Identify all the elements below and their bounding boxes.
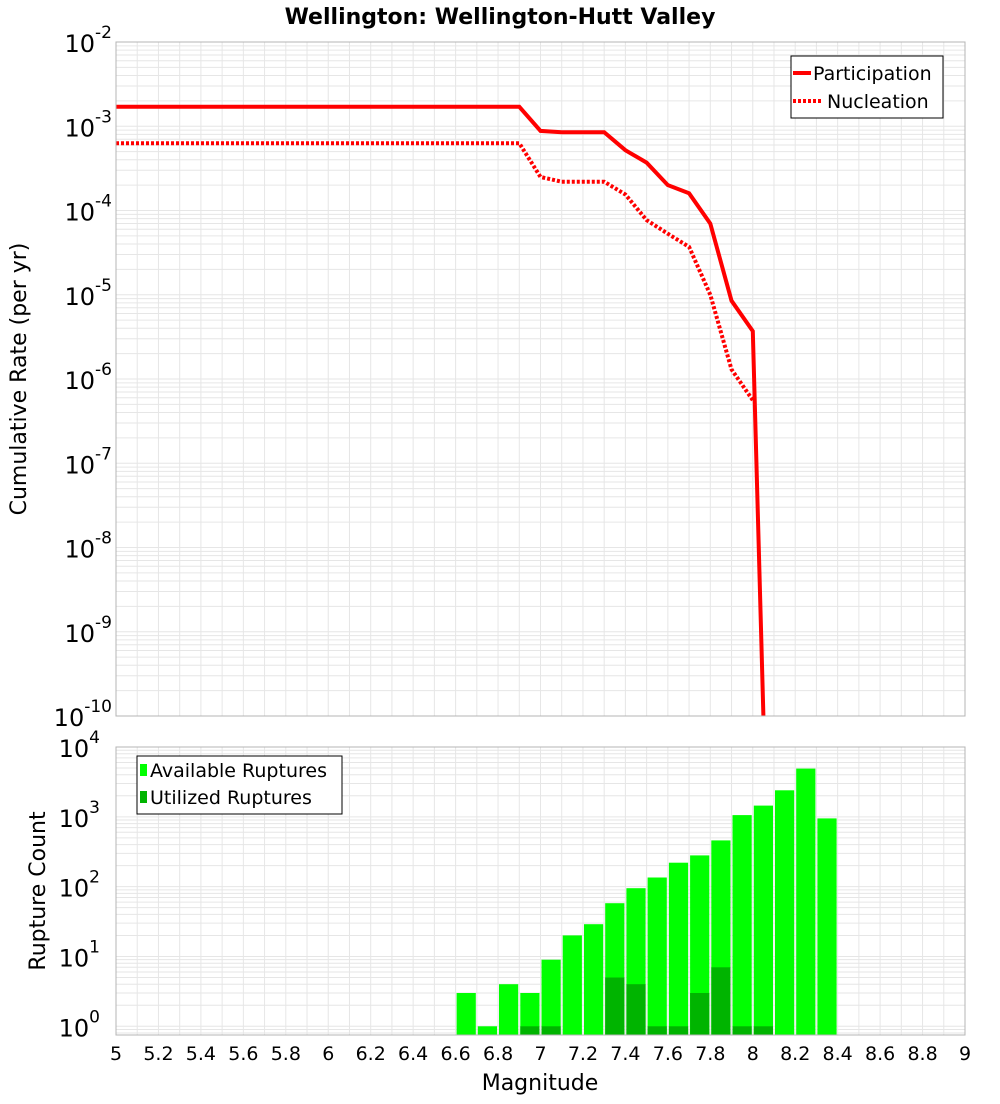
legend-available-swatch xyxy=(140,764,147,776)
utilized-rupture-bar xyxy=(732,1026,752,1035)
utilized-rupture-bar xyxy=(605,977,625,1035)
rupture-plot-y-tick-labels: 104 103 102 101 100 xyxy=(59,728,100,1042)
utilized-rupture-bar xyxy=(647,1026,667,1035)
utilized-rupture-bar xyxy=(520,1026,540,1035)
y-tick-label: 102 xyxy=(59,868,100,903)
legend-participation-label: Participation xyxy=(813,63,932,85)
utilized-rupture-bar xyxy=(711,967,731,1035)
x-tick-label: 5.8 xyxy=(271,1043,301,1065)
y-tick-label: 10-6 xyxy=(65,360,113,395)
rupture-plot-legend: Available Ruptures Utilized Ruptures xyxy=(136,755,343,815)
utilized-rupture-bar xyxy=(541,1026,561,1035)
rate-plot-legend: Participation Nucleation xyxy=(790,55,944,119)
x-tick-label: 8.4 xyxy=(823,1043,853,1065)
legend-utilized-swatch xyxy=(140,791,147,803)
available-rupture-bar xyxy=(732,815,752,1035)
available-rupture-bar xyxy=(541,959,561,1035)
rate-plot-frame xyxy=(115,41,966,717)
x-tick-label: 5.6 xyxy=(228,1043,258,1065)
x-tick-label: 7.4 xyxy=(610,1043,640,1065)
x-tick-label: 5 xyxy=(110,1043,122,1065)
y-tick-label: 104 xyxy=(59,728,100,763)
utilized-rupture-bar xyxy=(753,1026,773,1035)
series-line-nucleation xyxy=(116,141,755,402)
available-rupture-bar xyxy=(647,877,667,1035)
available-rupture-bar xyxy=(668,862,689,1035)
rupture-plot-bars xyxy=(456,768,837,1035)
rupture-legend-box xyxy=(136,755,343,815)
rupture-count-panel: 104 103 102 101 100 5 5.2 5.4 5.6 5.8 6 6.2 6.4 6.6 6… xyxy=(26,728,971,1096)
available-rupture-bar xyxy=(753,805,773,1035)
legend-nucleation-label: Nucleation xyxy=(827,91,929,113)
y-tick-label: 10-5 xyxy=(65,276,113,311)
x-tick-label: 5.2 xyxy=(143,1043,173,1065)
x-tick-label: 6.4 xyxy=(398,1043,428,1065)
x-tick-label: 8.8 xyxy=(907,1043,937,1065)
available-rupture-bar xyxy=(584,924,604,1035)
rupture-plot-frame xyxy=(115,746,966,1036)
available-rupture-bar xyxy=(477,1026,497,1035)
x-tick-label: 6.2 xyxy=(356,1043,386,1065)
rate-plot-y-tick-labels: 10-2 10-3 10-4 10-5 10-6 10-7 10-8 10-9 10-10 xyxy=(54,23,112,732)
x-tick-label: 8.2 xyxy=(780,1043,810,1065)
utilized-rupture-bar xyxy=(690,993,710,1035)
series-line-participation xyxy=(116,104,766,717)
rupture-plot-y-axis-label: Rupture Count xyxy=(26,811,51,971)
x-tick-label: 8.6 xyxy=(865,1043,895,1065)
utilized-rupture-bar xyxy=(626,984,646,1035)
x-tick-label: 7.2 xyxy=(568,1043,598,1065)
available-rupture-bar xyxy=(562,935,582,1035)
x-tick-label: 5.4 xyxy=(186,1043,216,1065)
chart-title: Wellington: Wellington-Hutt Valley xyxy=(285,5,716,30)
y-tick-label: 100 xyxy=(59,1007,100,1042)
y-tick-label: 10-3 xyxy=(65,107,113,142)
y-tick-label: 10-4 xyxy=(65,192,113,227)
y-tick-label: 10-2 xyxy=(65,23,113,58)
y-tick-label: 10-7 xyxy=(65,444,113,479)
rate-plot-panel: 10-2 10-3 10-4 10-5 10-6 10-7 10-8 10-9 10-10 Cu… xyxy=(7,23,966,732)
utilized-rupture-bar xyxy=(668,1026,689,1035)
rupture-plot-x-tick-labels: 5 5.2 5.4 5.6 5.8 6 6.2 6.4 6.6 6.8 7 7.2 7.4 7.6 7.8 8… xyxy=(110,1043,971,1065)
y-tick-label: 10-8 xyxy=(65,529,113,564)
available-rupture-bar xyxy=(690,855,710,1035)
y-tick-label: 103 xyxy=(59,798,100,833)
rate-plot-y-axis-label: Cumulative Rate (per yr) xyxy=(7,243,32,516)
x-tick-label: 8 xyxy=(747,1043,759,1065)
x-tick-label: 6.8 xyxy=(483,1043,513,1065)
x-tick-label: 7.6 xyxy=(653,1043,683,1065)
x-tick-label: 6 xyxy=(322,1043,334,1065)
x-tick-label: 7 xyxy=(534,1043,546,1065)
available-rupture-bar xyxy=(817,818,837,1035)
x-tick-label: 9 xyxy=(959,1043,971,1065)
rate-plot-series xyxy=(116,104,766,717)
available-rupture-bar xyxy=(520,993,540,1035)
available-rupture-bar xyxy=(499,984,519,1035)
available-rupture-bar xyxy=(775,790,795,1035)
y-tick-label: 10-10 xyxy=(54,697,112,732)
legend-box xyxy=(790,55,944,119)
x-axis-label: Magnitude xyxy=(482,1071,599,1096)
y-tick-label: 101 xyxy=(59,937,100,972)
legend-utilized-label: Utilized Ruptures xyxy=(150,787,312,809)
available-rupture-bar xyxy=(456,993,476,1035)
legend-available-label: Available Ruptures xyxy=(150,760,327,782)
available-rupture-bar xyxy=(796,768,816,1035)
y-tick-label: 10-9 xyxy=(65,613,113,648)
x-tick-label: 7.8 xyxy=(695,1043,725,1065)
x-tick-label: 6.6 xyxy=(440,1043,470,1065)
